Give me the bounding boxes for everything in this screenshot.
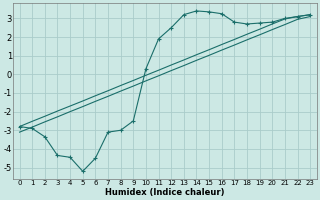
X-axis label: Humidex (Indice chaleur): Humidex (Indice chaleur) (105, 188, 225, 197)
